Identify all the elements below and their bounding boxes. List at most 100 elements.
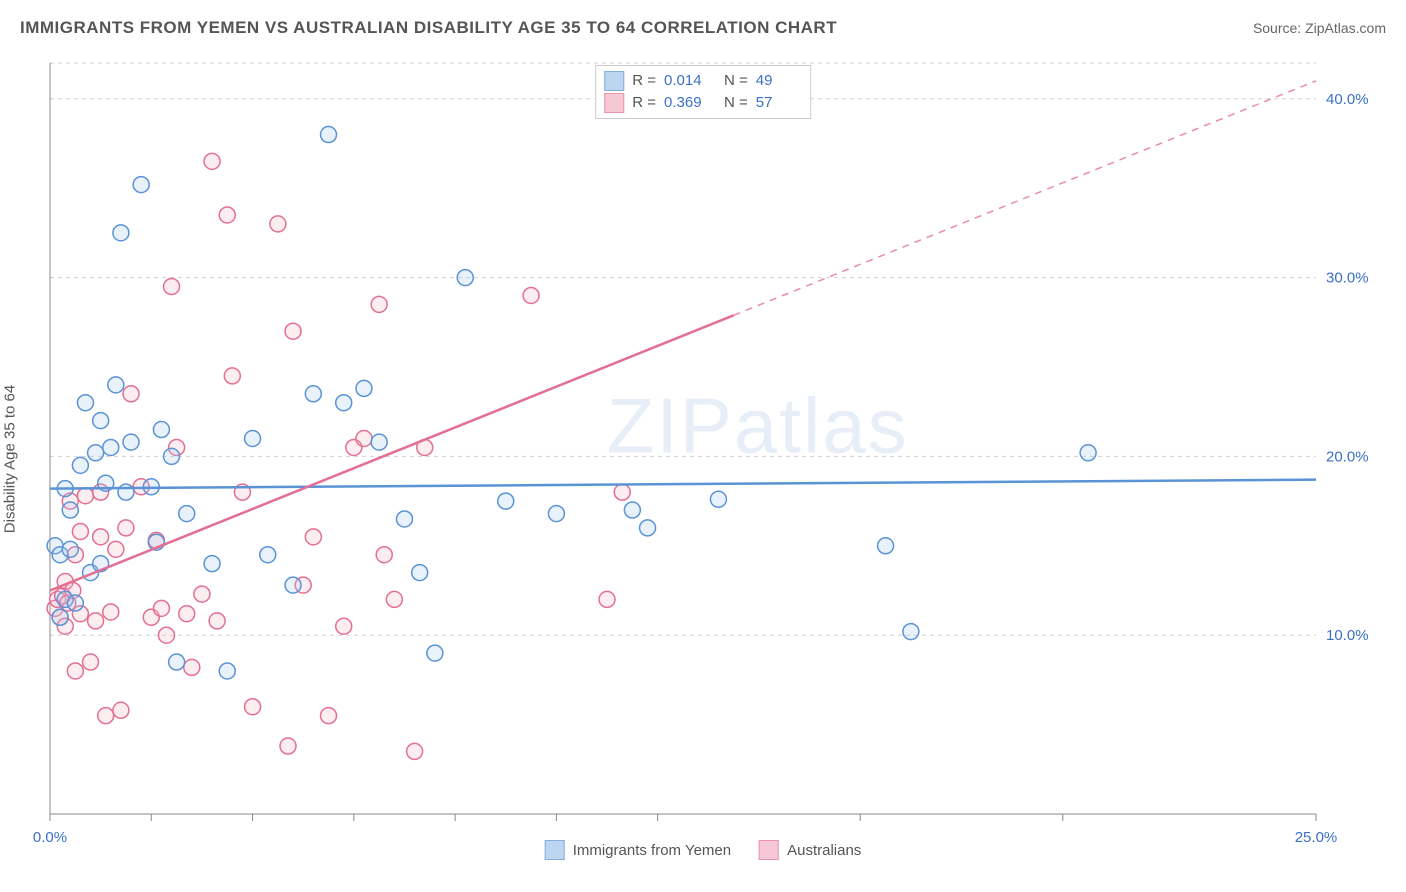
scatter-point-aus	[356, 431, 372, 447]
x-tick-label: 25.0%	[1295, 829, 1338, 846]
y-tick-label: 40.0%	[1326, 91, 1369, 108]
legend-item-yemen: Immigrants from Yemen	[545, 840, 731, 860]
source-attribution: Source: ZipAtlas.com	[1253, 20, 1386, 36]
scatter-point-yemen	[72, 457, 88, 473]
x-tick-label: 0.0%	[33, 829, 67, 846]
scatter-point-yemen	[133, 177, 149, 193]
y-tick-label: 20.0%	[1326, 448, 1369, 465]
y-tick-label: 10.0%	[1326, 627, 1369, 644]
legend-swatch-yemen	[604, 71, 624, 91]
scatter-point-yemen	[878, 538, 894, 554]
y-tick-label: 30.0%	[1326, 270, 1369, 287]
legend-label-aus: Australians	[787, 842, 861, 859]
scatter-point-aus	[98, 708, 114, 724]
scatter-point-yemen	[153, 422, 169, 438]
scatter-point-aus	[204, 153, 220, 169]
source-label: Source:	[1253, 20, 1301, 36]
scatter-point-aus	[209, 613, 225, 629]
scatter-point-aus	[270, 216, 286, 232]
scatter-point-aus	[376, 547, 392, 563]
scatter-point-aus	[224, 368, 240, 384]
scatter-point-yemen	[396, 511, 412, 527]
legend-swatch-aus	[604, 93, 624, 113]
scatter-point-aus	[407, 743, 423, 759]
scatter-point-yemen	[1080, 445, 1096, 461]
scatter-point-aus	[523, 287, 539, 303]
scatter-point-yemen	[88, 445, 104, 461]
n-label: N =	[724, 92, 748, 114]
stats-legend-row-yemen: R =0.014N =49	[604, 70, 798, 92]
trend-line-aus	[50, 315, 734, 590]
scatter-point-yemen	[427, 645, 443, 661]
scatter-point-yemen	[321, 127, 337, 143]
scatter-point-yemen	[245, 431, 261, 447]
n-value-yemen: 49	[756, 70, 798, 92]
scatter-point-aus	[108, 541, 124, 557]
scatter-point-aus	[88, 613, 104, 629]
scatter-point-aus	[336, 618, 352, 634]
stats-legend-row-aus: R = 0.369 N = 57	[604, 92, 798, 114]
scatter-point-yemen	[412, 565, 428, 581]
scatter-point-yemen	[336, 395, 352, 411]
scatter-point-aus	[179, 606, 195, 622]
scatter-point-yemen	[903, 624, 919, 640]
scatter-point-aus	[194, 586, 210, 602]
scatter-point-aus	[158, 627, 174, 643]
scatter-point-yemen	[356, 380, 372, 396]
scatter-point-yemen	[371, 434, 387, 450]
scatter-point-aus	[118, 520, 134, 536]
scatter-point-yemen	[108, 377, 124, 393]
chart-title: IMMIGRANTS FROM YEMEN VS AUSTRALIAN DISA…	[20, 18, 837, 38]
scatter-point-aus	[305, 529, 321, 545]
scatter-point-yemen	[498, 493, 514, 509]
scatter-point-aus	[93, 529, 109, 545]
scatter-point-aus	[123, 386, 139, 402]
stats-legend: R =0.014N =49R =0.369N =57	[595, 65, 811, 119]
y-axis-label: Disability Age 35 to 64	[2, 384, 19, 532]
scatter-point-yemen	[93, 413, 109, 429]
scatter-point-yemen	[548, 506, 564, 522]
scatter-point-aus	[77, 488, 93, 504]
scatter-point-yemen	[624, 502, 640, 518]
scatter-point-yemen	[164, 448, 180, 464]
scatter-point-yemen	[305, 386, 321, 402]
scatter-point-aus	[164, 279, 180, 295]
r-value-aus: 0.369	[664, 92, 706, 114]
trend-line-dashed-aus	[734, 81, 1316, 315]
scatter-point-yemen	[118, 484, 134, 500]
scatter-point-aus	[599, 591, 615, 607]
legend-swatch-aus	[759, 840, 779, 860]
series-legend: Immigrants from Yemen Australians	[545, 840, 862, 860]
scatter-point-yemen	[640, 520, 656, 536]
scatter-point-yemen	[169, 654, 185, 670]
scatter-point-yemen	[219, 663, 235, 679]
n-value-aus: 57	[756, 92, 798, 114]
scatter-point-aus	[321, 708, 337, 724]
scatter-chart-svg: 10.0% 20.0% 30.0% 40.0% 0.0% 25.0%	[20, 55, 1386, 862]
scatter-point-yemen	[62, 502, 78, 518]
scatter-point-yemen	[62, 541, 78, 557]
scatter-point-yemen	[710, 491, 726, 507]
scatter-point-yemen	[113, 225, 129, 241]
r-label: R =	[632, 92, 656, 114]
scatter-point-yemen	[457, 270, 473, 286]
scatter-point-yemen	[285, 577, 301, 593]
source-name: ZipAtlas.com	[1305, 20, 1386, 36]
scatter-point-aus	[614, 484, 630, 500]
scatter-point-aus	[280, 738, 296, 754]
scatter-point-aus	[83, 654, 99, 670]
scatter-point-aus	[371, 296, 387, 312]
scatter-point-aus	[72, 523, 88, 539]
scatter-point-aus	[285, 323, 301, 339]
plot-area: Disability Age 35 to 64 10.0%20.0%30.0%4…	[20, 55, 1386, 862]
n-label: N =	[724, 70, 748, 92]
scatter-point-yemen	[260, 547, 276, 563]
scatter-point-aus	[67, 663, 83, 679]
scatter-point-aus	[103, 604, 119, 620]
scatter-point-yemen	[204, 556, 220, 572]
scatter-point-yemen	[77, 395, 93, 411]
scatter-point-aus	[113, 702, 129, 718]
scatter-point-aus	[184, 659, 200, 675]
r-label: R =	[632, 70, 656, 92]
scatter-point-aus	[153, 600, 169, 616]
